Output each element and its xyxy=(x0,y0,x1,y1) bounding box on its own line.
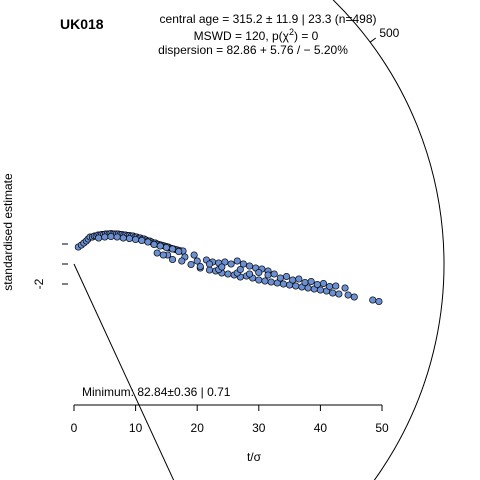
data-point xyxy=(224,270,232,278)
header-dispersion: dispersion = 82.86 + 5.76 / − 5.20% xyxy=(158,43,348,57)
data-point xyxy=(279,280,287,288)
data-point xyxy=(375,297,383,306)
y-axis-label: standardised estimate xyxy=(1,173,15,291)
data-point xyxy=(329,289,337,297)
data-point xyxy=(261,277,269,285)
y-tick-label: -2 xyxy=(32,278,46,289)
header-mswd-prefix: MSWD = 120, p(χ xyxy=(194,29,290,43)
data-point xyxy=(190,251,198,259)
data-point xyxy=(187,260,195,269)
data-point xyxy=(255,276,263,284)
x-tick-label: 20 xyxy=(191,421,205,435)
data-point xyxy=(205,266,214,274)
data-point xyxy=(162,243,170,252)
data-point xyxy=(144,238,152,246)
data-point xyxy=(369,296,377,304)
data-point xyxy=(319,279,328,288)
data-point xyxy=(132,235,140,244)
data-point xyxy=(205,260,214,268)
header-mswd-sup: 2 xyxy=(289,27,294,37)
data-point xyxy=(101,233,109,241)
data-point xyxy=(307,277,315,286)
x-axis-label: t/σ xyxy=(247,450,262,464)
x-tick-label: 50 xyxy=(375,421,389,435)
data-point xyxy=(270,270,278,278)
data-point xyxy=(350,293,358,301)
x-tick-label: 40 xyxy=(314,421,328,435)
data-point xyxy=(289,276,297,284)
x-tick-label: 10 xyxy=(129,421,143,435)
data-point xyxy=(113,233,121,241)
data-point xyxy=(218,263,226,271)
header-central-age: central age = 315.2 ± 11.9 | 23.3 (n=498… xyxy=(160,12,377,26)
data-point xyxy=(169,245,177,253)
data-point xyxy=(159,251,167,259)
data-point xyxy=(341,284,349,292)
data-point xyxy=(236,265,244,274)
data-point xyxy=(282,272,291,281)
x-axis: 0 10 20 30 40 50 xyxy=(71,404,389,435)
data-point xyxy=(344,291,352,299)
y-axis: -2 xyxy=(32,243,68,289)
data-point xyxy=(239,260,247,268)
data-point xyxy=(246,262,254,270)
data-point xyxy=(264,271,272,279)
data-point xyxy=(332,282,340,290)
radial-axis: 340020001000500200100 xyxy=(332,0,445,480)
sample-label: UK018 xyxy=(60,16,104,32)
header-mswd-suffix: ) = 0 xyxy=(294,29,319,43)
radial-tick-label: 500 xyxy=(379,26,399,40)
data-point xyxy=(335,290,343,298)
data-point xyxy=(150,240,158,249)
data-point xyxy=(267,278,275,286)
data-point xyxy=(246,270,254,278)
data-point xyxy=(196,262,204,271)
data-point xyxy=(326,282,334,291)
x-tick-label: 30 xyxy=(252,421,266,435)
data-point xyxy=(153,249,161,257)
data-points xyxy=(74,229,383,306)
data-point xyxy=(313,280,321,289)
data-point xyxy=(175,247,183,256)
radial-tick-mark xyxy=(369,37,377,43)
minimum-age-label: Minimum: 82.84±0.36 | 0.71 xyxy=(82,385,231,399)
data-point xyxy=(221,258,229,266)
data-point xyxy=(295,275,303,283)
data-point xyxy=(107,232,115,241)
data-point xyxy=(138,236,146,245)
data-point xyxy=(276,274,284,282)
data-point xyxy=(292,282,300,290)
data-point xyxy=(125,234,133,243)
minimum-age-line xyxy=(73,263,175,480)
data-point xyxy=(193,257,201,265)
radial-axis-arc xyxy=(332,0,445,480)
data-point xyxy=(169,255,177,264)
data-point xyxy=(95,234,103,242)
header-mswd: MSWD = 120, p(χ2) = 0 xyxy=(194,27,319,43)
model-lines xyxy=(73,263,175,480)
data-point xyxy=(178,257,186,265)
data-point xyxy=(156,242,164,250)
data-point xyxy=(301,278,309,287)
data-point xyxy=(233,257,241,265)
data-point xyxy=(227,260,235,268)
data-point xyxy=(119,234,127,242)
data-point xyxy=(255,268,263,277)
x-tick-label: 0 xyxy=(71,421,78,435)
